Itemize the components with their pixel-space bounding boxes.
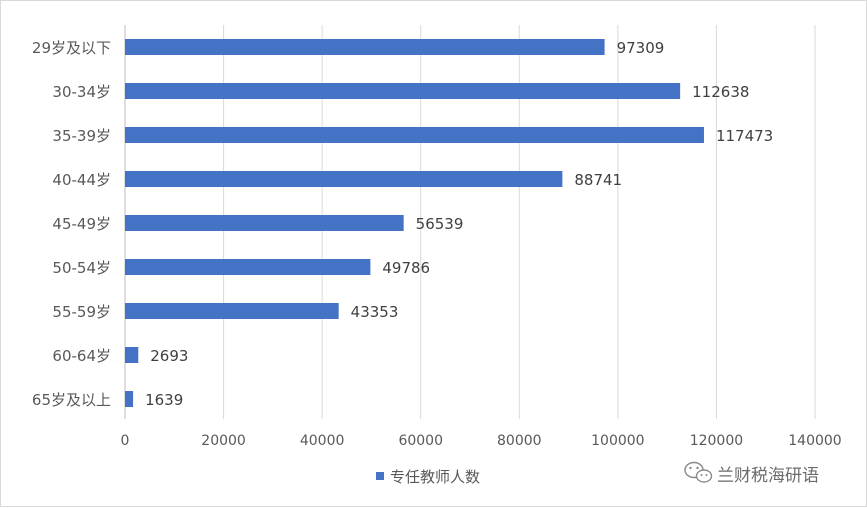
- category-labels: 29岁及以下 30-34岁 35-39岁 40-44岁 45-49岁 50-54岁 55-5…: [32, 39, 111, 409]
- legend: 专任教师人数: [376, 468, 480, 486]
- bar: [125, 127, 704, 143]
- data-label: 43353: [351, 303, 399, 321]
- category-label: 45-49岁: [52, 215, 111, 233]
- category-label: 40-44岁: [52, 171, 111, 189]
- x-tick-label: 0: [121, 433, 130, 449]
- x-tick-label: 120000: [690, 433, 743, 449]
- legend-swatch: [376, 472, 384, 480]
- data-label: 1639: [145, 391, 183, 409]
- bar: [125, 347, 139, 363]
- category-label: 60-64岁: [52, 347, 111, 365]
- bar: [125, 215, 404, 231]
- bar: [125, 259, 371, 275]
- category-label: 29岁及以下: [32, 39, 111, 57]
- data-labels: 97309 112638 117473 88741 56539 49786 43353 269…: [145, 39, 773, 409]
- bar: [125, 171, 563, 187]
- bar: [125, 39, 605, 55]
- x-tick-label: 40000: [300, 433, 345, 449]
- watermark-text: 兰财税海研语: [717, 466, 819, 486]
- bars: [125, 39, 704, 407]
- category-label: 30-34岁: [52, 83, 111, 101]
- legend-label: 专任教师人数: [390, 468, 480, 486]
- data-label: 56539: [416, 215, 464, 233]
- data-label: 49786: [382, 259, 430, 277]
- bar: [125, 303, 339, 319]
- watermark: 兰财税海研语: [684, 461, 819, 486]
- category-label: 65岁及以上: [32, 391, 111, 409]
- category-label: 55-59岁: [52, 303, 111, 321]
- x-tick-label: 20000: [201, 433, 246, 449]
- data-label: 112638: [692, 83, 749, 101]
- data-label: 2693: [150, 347, 188, 365]
- x-tick-label: 80000: [497, 433, 542, 449]
- x-tick-label: 60000: [398, 433, 443, 449]
- data-label: 117473: [716, 127, 773, 145]
- wechat-icon: [684, 461, 713, 483]
- category-label: 50-54岁: [52, 259, 111, 277]
- x-tick-label: 100000: [591, 433, 644, 449]
- x-tick-labels: 0 20000 40000 60000 80000 100000 120000 140000: [121, 433, 842, 449]
- x-tick-label: 140000: [788, 433, 841, 449]
- data-label: 97309: [617, 39, 665, 57]
- data-label: 88741: [574, 171, 622, 189]
- bar: [125, 83, 681, 99]
- category-label: 35-39岁: [52, 127, 111, 145]
- bar: [125, 391, 134, 407]
